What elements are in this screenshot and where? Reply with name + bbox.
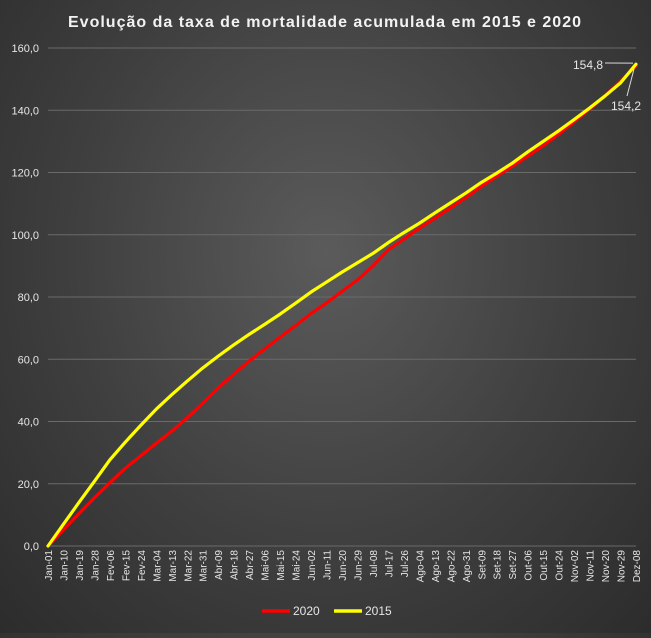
y-tick-label: 40,0 [18, 417, 39, 429]
y-tick-label: 80,0 [18, 292, 39, 304]
annotation-label: 154,8 [573, 58, 603, 72]
x-tick-label: Abr-18 [230, 550, 241, 580]
gridlines [48, 48, 636, 546]
y-axis-ticks: 0,0 20,0 40,0 60,0 80,0 100,0 120,0 140,0 160,0 [11, 43, 39, 553]
y-tick-label: 140,0 [11, 105, 39, 117]
x-tick-label: Nov-29 [617, 550, 628, 583]
x-tick-label: Out-24 [555, 550, 566, 581]
x-tick-label: Mar-13 [168, 550, 179, 582]
x-tick-label: Jul-17 [384, 550, 395, 578]
y-tick-label: 60,0 [18, 354, 39, 366]
x-tick-label: Set-27 [508, 550, 519, 580]
y-tick-label: 120,0 [11, 168, 39, 180]
x-tick-label: Fev-06 [106, 550, 117, 582]
legend-label-2020: 2020 [293, 604, 320, 618]
x-tick-label: Fev-15 [121, 550, 132, 582]
series-line-2015 [48, 64, 636, 546]
x-tick-label: Mar-04 [152, 550, 163, 582]
x-tick-label: Jan-28 [90, 550, 101, 581]
x-axis-ticks: Jan-01 Jan-10 Jan-19 Jan-28 Fev-06 Fev-15 Fev-… [44, 550, 643, 583]
x-tick-label: Fev-24 [137, 550, 148, 582]
x-tick-label: Mai-06 [261, 550, 272, 581]
x-tick-label: Nov-02 [570, 550, 581, 583]
x-tick-label: Dez-08 [632, 550, 643, 583]
chart-title: Evolução da taxa de mortalidade acumulad… [68, 14, 582, 31]
legend: 2020 2015 [262, 604, 392, 618]
x-tick-label: Jan-01 [44, 550, 55, 581]
x-tick-label: Jan-10 [59, 550, 70, 581]
series-lines [48, 64, 636, 546]
x-tick-label: Abr-27 [245, 550, 256, 580]
y-tick-label: 0,0 [24, 541, 39, 553]
x-tick-label: Mai-15 [276, 550, 287, 581]
x-tick-label: Nov-20 [601, 550, 612, 583]
x-tick-label: Out-06 [524, 550, 535, 581]
annotation-label: 154,2 [611, 99, 641, 113]
x-tick-label: Ago-13 [431, 550, 442, 583]
x-tick-label: Jun-29 [353, 550, 364, 581]
x-tick-label: Set-09 [477, 550, 488, 580]
x-tick-label: Ago-22 [446, 550, 457, 583]
x-tick-label: Ago-04 [415, 550, 426, 583]
x-tick-label: Jul-26 [400, 550, 411, 578]
x-tick-label: Set-18 [493, 550, 504, 580]
y-tick-label: 100,0 [11, 230, 39, 242]
x-tick-label: Nov-11 [586, 550, 597, 582]
y-tick-label: 20,0 [18, 479, 39, 491]
x-tick-label: Mai-24 [292, 550, 303, 581]
y-tick-label: 160,0 [11, 43, 39, 55]
x-tick-label: Jul-08 [369, 550, 380, 578]
x-tick-label: Mar-31 [199, 550, 210, 582]
x-tick-label: Jun-02 [307, 550, 318, 581]
x-tick-label: Jun-20 [338, 550, 349, 581]
x-tick-label: Out-15 [539, 550, 550, 581]
annotations: 154,8 154,2 [573, 58, 641, 113]
x-tick-label: Abr-09 [214, 550, 225, 580]
x-tick-label: Ago-31 [462, 550, 473, 583]
legend-label-2015: 2015 [365, 604, 392, 618]
x-tick-label: Jun-11 [323, 550, 334, 580]
x-tick-label: Jan-19 [75, 550, 86, 581]
x-tick-label: Mar-22 [183, 550, 194, 582]
